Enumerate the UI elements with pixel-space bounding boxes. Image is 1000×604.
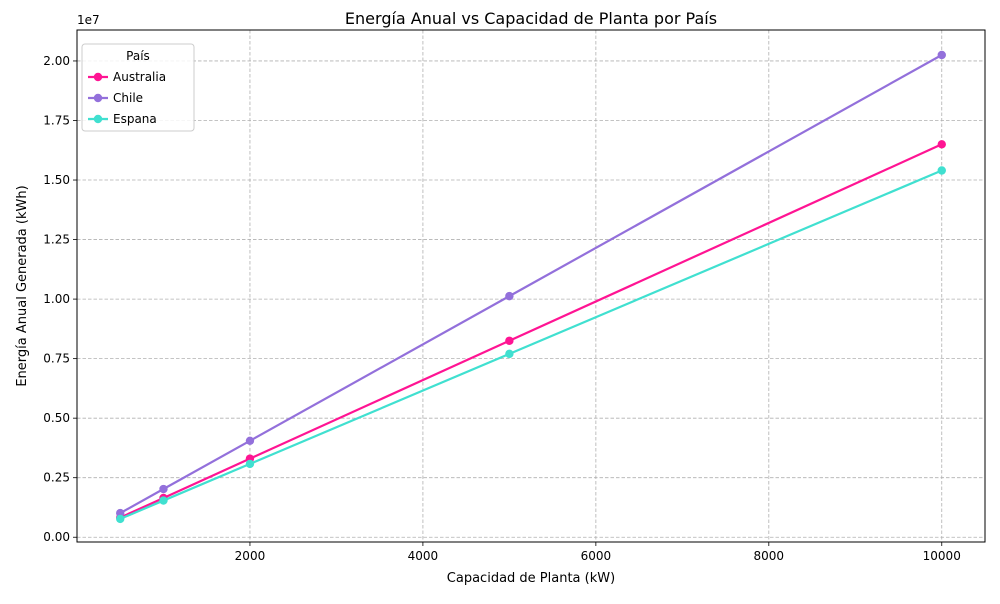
series-line	[119, 143, 943, 519]
legend: País Australia Chile Espana	[81, 43, 195, 132]
y-tick-label: 1.75	[43, 113, 70, 127]
x-tick-label: 8000	[754, 549, 785, 563]
y-axis-label: Energía Anual Generada (kWh)	[15, 185, 30, 386]
data-point	[937, 140, 946, 149]
axis-layer: 2000 4000 6000 8000 10000 0.00 0.25 0.50 0.75 1.0…	[43, 54, 961, 563]
data-point	[937, 50, 946, 60]
y-tick-label: 1.25	[43, 233, 70, 247]
series-layer	[116, 50, 946, 524]
y-tick-label: 0.00	[43, 530, 70, 544]
legend-box	[81, 43, 195, 132]
data-point	[245, 459, 255, 469]
legend-label: Australia	[113, 70, 166, 84]
y-tick-label: 1.00	[43, 292, 70, 306]
x-tick-label: 6000	[581, 549, 612, 563]
y-tick-label: 1.50	[43, 173, 70, 187]
chart-title: Energía Anual vs Capacidad de Planta por…	[345, 9, 717, 28]
data-point	[505, 349, 514, 359]
y-tick-label: 0.25	[43, 471, 70, 485]
legend-label: Espana	[113, 112, 157, 126]
legend-marker	[93, 93, 103, 103]
legend-entries: Australia Chile Espana	[88, 70, 166, 126]
data-point	[937, 166, 946, 175]
x-tick-label: 2000	[235, 549, 266, 563]
legend-marker	[93, 114, 103, 124]
x-axis-label: Capacidad de Planta (kW)	[447, 571, 615, 586]
data-point	[159, 484, 168, 494]
data-point	[116, 514, 125, 524]
series-line	[119, 54, 943, 515]
data-point	[505, 336, 514, 345]
grid-layer	[77, 30, 985, 542]
y-offset-label: 1e7	[77, 13, 100, 27]
legend-title: País	[126, 49, 150, 63]
x-tick-label: 4000	[408, 549, 439, 563]
y-tick-label: 2.00	[43, 54, 70, 68]
data-point	[505, 291, 514, 301]
data-point	[159, 496, 168, 505]
x-tick-label: 10000	[923, 549, 961, 563]
y-tick-label: 0.50	[43, 411, 70, 425]
plot-area-frame	[76, 29, 986, 543]
data-point	[116, 508, 125, 518]
legend-marker	[93, 72, 103, 82]
series-line	[119, 169, 943, 520]
legend-label: Chile	[113, 91, 143, 105]
y-tick-label: 0.75	[43, 352, 70, 366]
data-point	[245, 436, 255, 445]
